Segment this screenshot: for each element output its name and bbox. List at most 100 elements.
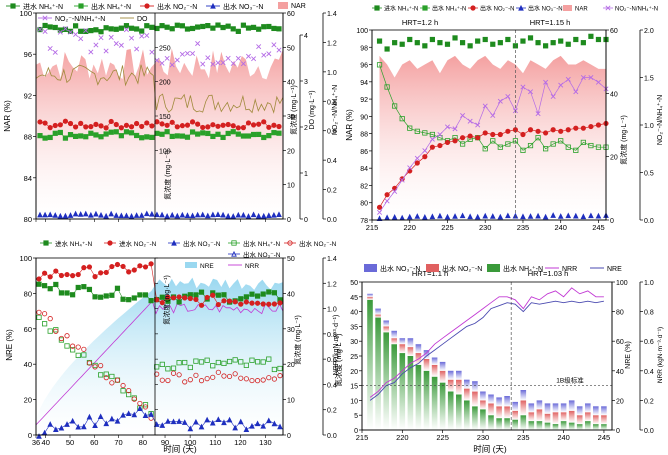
effluent-no3-bar: [407, 338, 414, 348]
effluent-nh4-point-line: [379, 64, 606, 151]
influent-nh4-point: [271, 25, 277, 32]
ratio-point: [558, 82, 564, 88]
legend-label: NRE: [200, 263, 214, 270]
effluent-nh4-point: [384, 84, 390, 90]
effluent-no2-bar: [552, 412, 559, 424]
nar-axis-tick-label: 92: [360, 97, 368, 104]
influent-nh4-point: [47, 24, 53, 30]
influent-nh4-point: [588, 33, 594, 39]
x-tick-label: 80: [139, 438, 147, 447]
effluent-no3-bar: [585, 403, 591, 413]
conc-axis-tick-label: 50: [287, 256, 295, 263]
effluent-nh4-bar: [552, 424, 559, 430]
influent-nh4-point: [240, 22, 247, 28]
effluent-nh4-point: [120, 388, 126, 394]
effluent-nh4-bar: [488, 415, 494, 430]
effluent-no3-point: [108, 210, 115, 217]
effluent-no3-point: [437, 212, 443, 219]
effluent-no3-point: [505, 212, 511, 219]
legend-marker: [107, 240, 113, 246]
effluent-no2-point: [37, 119, 43, 125]
influent-nh4-point: [535, 40, 541, 46]
effluent-no2-point: [535, 128, 541, 134]
ratio-point: [67, 29, 74, 35]
effluent-no3-point: [37, 211, 43, 218]
influent-nh4-point: [52, 24, 58, 31]
nre-axis-tick-label: 0: [28, 431, 32, 440]
nre-axis-tick-label: 100: [616, 280, 628, 287]
ratio-point: [195, 41, 201, 47]
ratio-point: [271, 42, 277, 48]
effluent-nh4-point: [232, 357, 238, 363]
ratio-point: [256, 44, 262, 50]
effluent-no2-point: [238, 375, 244, 381]
effluent-no2-point: [573, 125, 579, 131]
nar-axis-tick-label: 100: [19, 9, 32, 18]
ratio-axis-tick-label: 0.2: [327, 188, 337, 195]
effluent-no3-point: [497, 213, 504, 220]
conc-axis-tick-label: 25: [350, 354, 358, 361]
nar-axis-tick-label: 84: [360, 166, 368, 173]
effluent-nh4-point: [266, 356, 272, 362]
influent-nh4-point: [490, 41, 496, 47]
nrr-axis-title: NRR (kgN·m⁻³·d⁻¹): [657, 327, 664, 383]
inner-tick-label: 250: [159, 45, 171, 52]
effluent-nh4-point: [580, 139, 586, 146]
effluent-no3-point: [174, 212, 181, 219]
conc-axis-tick-label: 20: [287, 148, 295, 155]
influent-nh4-point: [475, 38, 481, 44]
effluent-no2-bar: [585, 412, 591, 422]
influent-nh4-point: [250, 24, 257, 31]
ratio-point: [595, 79, 601, 85]
effluent-no2-point: [527, 127, 534, 133]
effluent-no3-bar: [423, 350, 430, 359]
ratio-point: [452, 126, 458, 132]
effluent-nh4-point: [170, 365, 177, 371]
effluent-no2-point: [543, 130, 549, 136]
effluent-no2-point: [210, 374, 216, 380]
effluent-nh4-bar: [536, 421, 543, 430]
ratio-point: [210, 61, 216, 67]
nar-axis-tick-label: 84: [24, 174, 32, 183]
effluent-nh4-bar: [560, 421, 567, 430]
influent-nh4-point: [422, 43, 428, 49]
nrr-line: [369, 287, 604, 398]
effluent-nh4-bar: [447, 391, 454, 430]
effluent-no3-point: [93, 210, 99, 217]
ratio-point: [103, 48, 109, 54]
effluent-no2-point: [490, 131, 496, 138]
ratio-point: [588, 74, 594, 81]
influent-nh4-point: [580, 40, 586, 46]
conc-axis-tick-label: 15: [350, 384, 358, 391]
inner-axis-label: 氮浓度 (mg·L⁻¹): [162, 275, 171, 325]
inner-tick-label: 200: [159, 80, 171, 87]
nrr-axis-tick-label: 0.6: [644, 339, 654, 346]
ratio-point: [62, 26, 68, 32]
ratio-point: [245, 53, 252, 59]
effluent-no2-point: [482, 130, 488, 136]
legend-label: NRR: [245, 263, 259, 270]
effluent-no2-point: [580, 125, 586, 131]
legend-marker: [171, 239, 177, 246]
effluent-nh4-bar: [367, 299, 373, 430]
x-axis-tick-label: 215: [366, 223, 379, 232]
effluent-no3-bar: [488, 394, 494, 404]
conc-axis-tick-label: 40: [287, 291, 295, 298]
effluent-nh4-bar: [593, 424, 599, 430]
effluent-no3-point: [467, 213, 473, 220]
effluent-no2-bar: [512, 410, 518, 420]
effluent-nh4-point: [176, 360, 182, 366]
conc-axis-tick-label: 20: [350, 369, 358, 376]
conc-axis-tick-label: 60: [610, 28, 618, 35]
effluent-nh4-point: [260, 359, 266, 365]
effluent-nh4-point: [277, 365, 283, 372]
effluent-no3-point: [154, 211, 160, 218]
effluent-no3-point: [565, 212, 572, 219]
effluent-nh4-point: [154, 364, 160, 370]
effluent-no2-point: [42, 311, 48, 317]
effluent-no2-bar: [391, 338, 397, 345]
effluent-nh4-bar: [391, 344, 397, 430]
effluent-no2-point: [176, 372, 182, 378]
ratio-point: [505, 93, 511, 100]
